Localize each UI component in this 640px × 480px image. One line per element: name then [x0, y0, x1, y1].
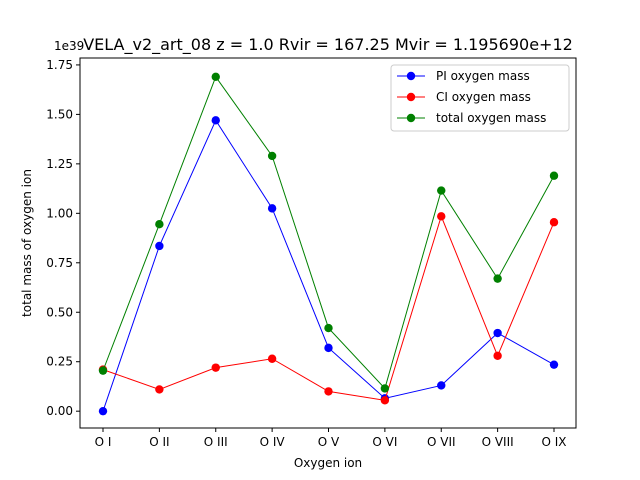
legend-entry: total oxygen mass — [397, 111, 546, 125]
data-point — [155, 220, 164, 229]
data-point — [324, 387, 333, 396]
y-tick-label: 1.50 — [46, 107, 73, 121]
x-tick-label: O III — [204, 435, 228, 449]
y-tick-label: 1.00 — [46, 206, 73, 220]
x-tick-label: O VII — [427, 435, 456, 449]
y-tick-label: 0.75 — [46, 256, 73, 270]
legend-entry: PI oxygen mass — [397, 69, 530, 83]
series-layer — [98, 72, 559, 416]
legend-marker — [406, 71, 416, 81]
y-offset-label: 1e39 — [54, 39, 84, 53]
y-tick-label: 0.00 — [46, 404, 73, 418]
data-point — [549, 218, 559, 227]
data-point — [493, 351, 502, 360]
legend: PI oxygen mass CI oxygen mass total oxygen… — [390, 64, 570, 132]
data-point — [493, 328, 502, 338]
series-ci-oxygen-mass — [98, 212, 559, 405]
data-point — [155, 241, 164, 251]
data-point — [211, 116, 220, 125]
data-point — [155, 385, 164, 394]
data-point — [380, 384, 390, 393]
y-tick-label: 0.50 — [46, 305, 73, 319]
x-tick-label: O VIII — [482, 435, 514, 449]
data-point — [437, 212, 446, 221]
data-point — [267, 151, 277, 161]
data-point — [98, 406, 108, 416]
data-point — [437, 186, 446, 195]
y-axis-ticks: 0.00 0.25 0.50 0.75 1.00 1.25 1.50 1.75 — [46, 58, 80, 418]
legend-box — [390, 64, 570, 132]
x-tick-label: O V — [318, 435, 340, 449]
data-point — [549, 360, 559, 369]
chart-title: VELA_v2_art_08 z = 1.0 Rvir = 167.25 Mvi… — [83, 35, 573, 55]
legend-label: CI oxygen mass — [436, 90, 531, 104]
data-point — [324, 343, 333, 353]
data-point — [98, 366, 108, 375]
data-point — [324, 323, 333, 333]
legend-marker — [406, 113, 416, 123]
data-point — [267, 204, 277, 213]
x-axis-label: Oxygen ion — [294, 456, 362, 470]
y-tick-label: 0.25 — [46, 355, 73, 369]
data-point — [380, 396, 390, 405]
series-total-oxygen-mass — [98, 72, 559, 393]
y-axis-label: total mass of oxygen ion — [20, 169, 34, 317]
x-tick-label: O VI — [372, 435, 397, 449]
data-point — [549, 171, 559, 180]
x-tick-label: O IX — [541, 435, 566, 449]
x-tick-label: O I — [95, 435, 112, 449]
x-tick-label: O IV — [260, 435, 286, 449]
legend-entries: PI oxygen mass CI oxygen mass total oxygen… — [397, 69, 546, 125]
legend-marker — [406, 92, 416, 102]
data-point — [267, 354, 277, 363]
legend-label: PI oxygen mass — [436, 69, 530, 83]
legend-label: total oxygen mass — [436, 111, 546, 125]
y-tick-label: 1.25 — [46, 157, 73, 171]
x-tick-label: O II — [149, 435, 169, 449]
legend-entry: CI oxygen mass — [397, 90, 531, 104]
data-point — [211, 363, 220, 372]
y-tick-label: 1.75 — [46, 58, 73, 72]
data-point — [211, 72, 220, 81]
data-point — [493, 274, 502, 283]
data-point — [437, 381, 446, 390]
x-axis-ticks: O I O II O III O IV O V O VI O VII O VIII O IX — [95, 428, 567, 449]
